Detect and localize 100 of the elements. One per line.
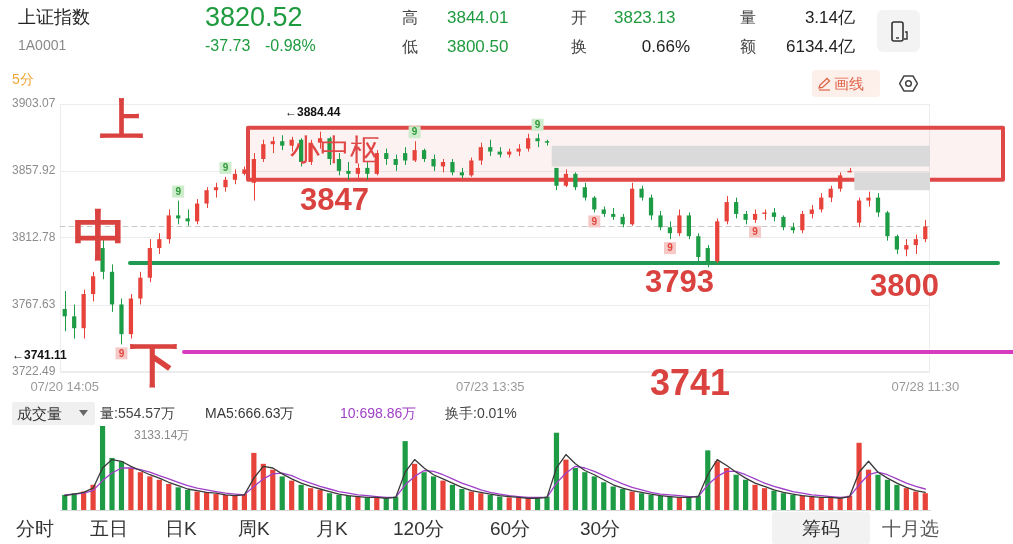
- bar: [402, 441, 408, 510]
- bar: [421, 472, 427, 510]
- bar: [771, 490, 777, 510]
- bar: [913, 491, 919, 510]
- bar: [667, 496, 673, 510]
- text: 上证指数: [18, 7, 90, 28]
- bar: [743, 479, 749, 510]
- bar: [714, 461, 720, 510]
- candlestick: [800, 210, 805, 234]
- bar: [695, 495, 701, 510]
- bar: [430, 476, 437, 510]
- annotation: 3741: [650, 361, 731, 403]
- text: 筹码: [802, 518, 840, 540]
- bar: [326, 493, 333, 510]
- bar: [657, 495, 664, 510]
- annotation: 9: [222, 162, 229, 174]
- y-tick-label: 3857.92: [12, 163, 56, 178]
- text: 日K: [165, 518, 197, 540]
- bar: [260, 463, 266, 510]
- chart-title: 成交量: [17, 405, 62, 423]
- annotation: 9: [411, 126, 418, 138]
- bar: [780, 493, 787, 510]
- text: 十月选: [882, 518, 939, 540]
- bar: [875, 474, 881, 510]
- bar: [232, 495, 238, 510]
- candlestick: [72, 303, 77, 340]
- text: 换手:0.01%: [445, 405, 517, 422]
- bar: [345, 495, 352, 510]
- bar: [629, 491, 635, 510]
- bar: [308, 488, 314, 510]
- candlestick: [90, 271, 96, 302]
- bar: [478, 493, 484, 510]
- candlestick: [894, 234, 900, 255]
- bar: [733, 474, 739, 510]
- text: -37.73: [205, 37, 251, 56]
- candlestick: [885, 210, 890, 242]
- bar: [298, 484, 304, 510]
- text: 额: [740, 38, 756, 57]
- bar: [62, 494, 68, 510]
- bar: [487, 494, 493, 510]
- bar: [572, 468, 578, 510]
- bar: [761, 488, 768, 510]
- candlestick: [913, 234, 918, 255]
- text: 60分: [490, 518, 531, 540]
- annotation: 9: [118, 347, 125, 359]
- bar: [582, 472, 588, 510]
- candlestick: [724, 195, 729, 225]
- text: 量: [740, 9, 756, 28]
- text: 高: [402, 9, 418, 28]
- bar: [856, 442, 862, 510]
- bar: [544, 496, 550, 510]
- bar: [676, 497, 682, 510]
- bar: [459, 489, 465, 510]
- bar: [894, 484, 900, 510]
- bar: [497, 496, 503, 510]
- bar: [790, 494, 796, 510]
- bar: [137, 472, 143, 510]
- text: 10:698.86万: [340, 405, 417, 422]
- bar: [516, 497, 522, 510]
- bar: [317, 489, 323, 510]
- bar: [194, 491, 200, 510]
- x-tick-label: 07/20 14:05: [30, 379, 100, 395]
- y-tick-label: 3722.49: [12, 364, 56, 379]
- annotation: 3133.14万: [134, 428, 190, 443]
- text: 低: [402, 38, 418, 57]
- bar: [837, 498, 843, 510]
- bar: [752, 484, 758, 510]
- bar: [809, 496, 815, 510]
- bar: [279, 476, 285, 510]
- x-tick-label: 07/28 11:30: [891, 379, 960, 395]
- candlestick: [176, 200, 181, 225]
- bar: [128, 468, 134, 510]
- text: 0.66%: [641, 37, 690, 57]
- annotation: 9: [667, 242, 674, 254]
- candlestick: [705, 244, 710, 268]
- text: 3823.13: [614, 8, 676, 28]
- bar: [364, 497, 370, 510]
- text: 周K: [238, 518, 270, 540]
- bar: [828, 497, 834, 510]
- bar: [922, 493, 928, 510]
- annotation: 中: [73, 204, 127, 265]
- annotation: 3847: [300, 182, 369, 218]
- bar: [440, 480, 446, 510]
- text: 3820.52: [205, 2, 303, 34]
- bar: [156, 479, 162, 510]
- annotation: 上: [100, 95, 144, 145]
- bar: [355, 496, 361, 510]
- text: -0.98%: [265, 37, 316, 56]
- bar: [203, 492, 210, 510]
- text: MA5:666.63万: [205, 405, 295, 422]
- bar: [563, 459, 569, 510]
- candlestick: [734, 197, 739, 219]
- bar: [383, 498, 389, 510]
- candlestick: [204, 186, 209, 209]
- annotation: 3800: [870, 268, 939, 304]
- bar: [222, 494, 229, 510]
- bar: [118, 461, 125, 510]
- bar: [534, 498, 541, 510]
- bar: [374, 497, 380, 510]
- text: 3844.01: [447, 8, 509, 28]
